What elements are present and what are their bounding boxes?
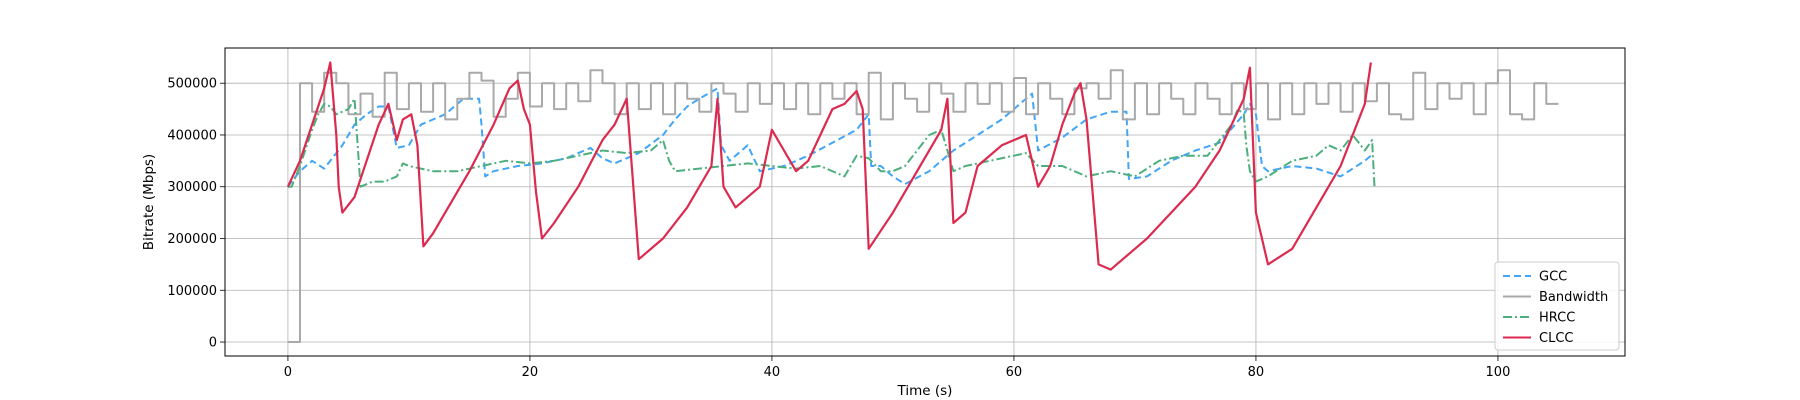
y-tick-label: 300000 [167, 180, 217, 195]
series-line-clcc [286, 61, 1372, 271]
legend-label-clcc: CLCC [1539, 331, 1573, 346]
x-tick-label: 80 [1248, 365, 1265, 380]
y-tick-label: 500000 [167, 77, 217, 92]
y-tick-label: 400000 [167, 128, 217, 143]
y-axis: 0 100000 200000 300000 400000 500000 [167, 77, 225, 351]
x-tick-label: 20 [522, 365, 539, 380]
y-tick-label: 100000 [167, 284, 217, 299]
legend-label-hrcc: HRCC [1539, 311, 1575, 326]
x-tick-label: 40 [764, 365, 781, 380]
series-line-hrcc [287, 97, 1376, 188]
legend-label-gcc: GCC [1539, 270, 1567, 285]
x-tick-label: 0 [284, 365, 292, 380]
series-line-bandwidth [287, 69, 1559, 343]
y-tick-label: 0 [209, 336, 217, 351]
legend-label-bandwidth: Bandwidth [1539, 290, 1608, 305]
x-axis-label: Time (s) [897, 383, 953, 399]
x-tick-label: 100 [1486, 365, 1511, 380]
plot-area [286, 61, 1559, 343]
x-axis: 0 20 40 60 80 100 [284, 356, 1511, 380]
legend: GCC Bandwidth HRCC CLCC [1494, 261, 1620, 351]
series-line-gcc [287, 87, 1372, 188]
y-tick-label: 200000 [167, 232, 217, 247]
plot-frame [224, 47, 1626, 357]
legend-box [1494, 261, 1620, 351]
x-tick-label: 60 [1006, 365, 1023, 380]
y-axis-label: Bitrate (Mbps) [141, 154, 157, 250]
